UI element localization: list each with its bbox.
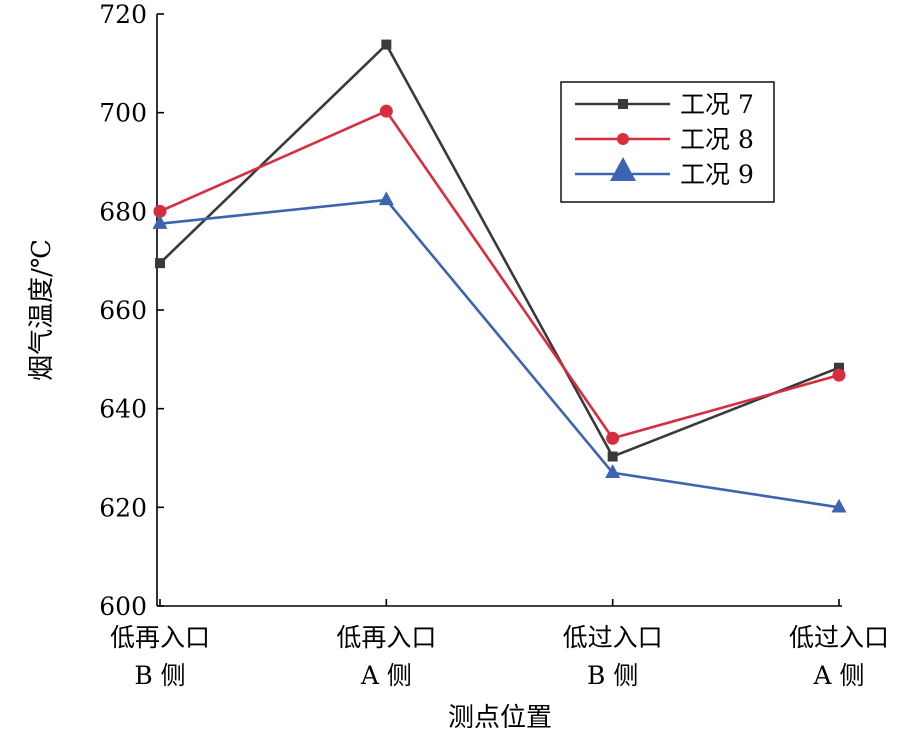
y-tick-label: 640 [99, 395, 147, 424]
data-point-triangle [378, 191, 394, 206]
x-axis-title: 测点位置 [448, 703, 552, 733]
series-line [159, 42, 840, 459]
x-tick-label: 低过入口 [789, 623, 889, 652]
x-ticks: 低再入口 B 侧 低再入口 A 侧 低过入口 B 侧 低过入口 A 侧 [110, 599, 889, 690]
data-point-triangle [831, 498, 847, 513]
data-point-square [618, 99, 628, 109]
y-tick-label: 660 [99, 296, 147, 325]
data-point-circle [617, 133, 629, 145]
y-ticks: 600 620 640 660 680 700 720 [99, 0, 164, 621]
legend-box [560, 81, 775, 203]
y-tick-label: 620 [99, 493, 147, 522]
x-tick-label: A 侧 [812, 661, 864, 690]
legend-item: 工况 7 [575, 90, 754, 119]
x-tick-label: B 侧 [587, 661, 638, 690]
data-point-triangle [152, 215, 168, 229]
legend: 工况 7 工况 8 工况 9 [560, 81, 775, 203]
legend-label: 工况 8 [680, 125, 754, 154]
series-line [159, 109, 840, 440]
y-tick-label: 720 [99, 0, 147, 29]
data-point-square [607, 451, 618, 462]
x-tick-label: 低过入口 [563, 623, 663, 652]
y-tick-label: 700 [99, 99, 147, 128]
legend-label: 工况 7 [680, 90, 754, 119]
y-axis-title: 烟气温度/℃ [27, 239, 57, 381]
legend-item: 工况 8 [575, 125, 754, 154]
data-point-square [834, 362, 844, 373]
series-line [159, 198, 840, 509]
data-point-square [155, 258, 165, 269]
x-tick-label: 低再入口 [336, 623, 436, 652]
y-tick-label: 680 [99, 197, 147, 226]
series-layer [152, 39, 847, 513]
x-tick-label: 低再入口 [110, 623, 210, 652]
series-group [153, 104, 846, 445]
legend-item: 工况 9 [575, 157, 754, 189]
data-point-circle [153, 204, 167, 218]
series-group [155, 39, 844, 462]
data-point-square [381, 39, 392, 50]
data-point-circle [606, 431, 620, 445]
x-tick-label: A 侧 [360, 661, 412, 690]
series-group [152, 191, 847, 513]
y-tick-label: 600 [99, 592, 147, 621]
data-point-circle [379, 104, 393, 118]
data-point-triangle [605, 464, 621, 478]
data-point-circle [832, 368, 846, 382]
x-tick-label: B 侧 [134, 661, 185, 690]
data-point-triangle [610, 157, 636, 181]
legend-label: 工况 9 [680, 160, 754, 189]
